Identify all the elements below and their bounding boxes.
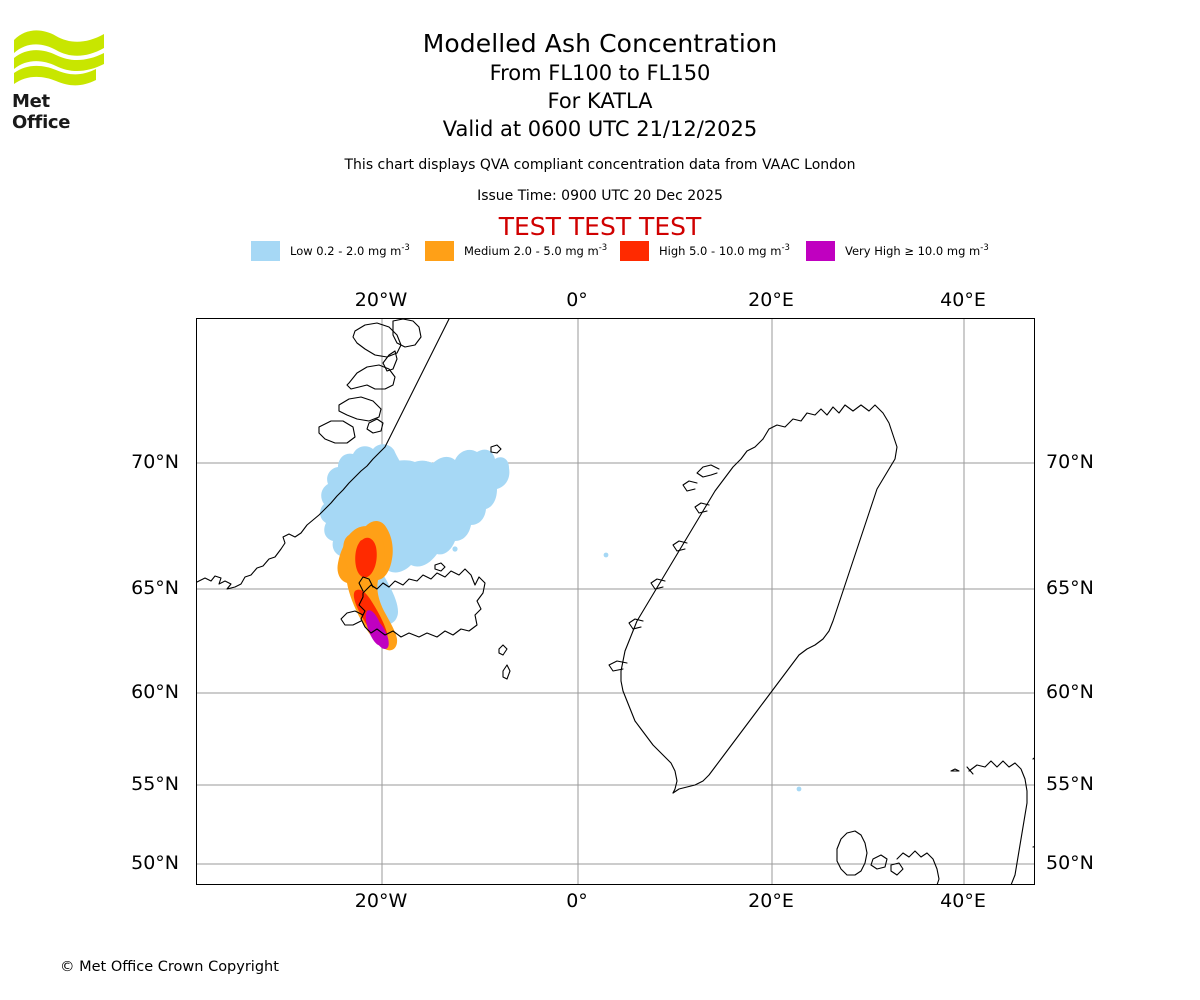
coast-greenland-fjord-1 — [346, 364, 396, 390]
coast-iceland-fjords — [358, 576, 374, 592]
longitude-tick-label: 0° — [566, 890, 588, 912]
legend-label-exponent: -3 — [980, 243, 989, 254]
ash-plume — [320, 444, 802, 792]
met-office-waves-icon — [14, 30, 104, 86]
legend-item: Very High ≥ 10.0 mg m-3 — [806, 240, 989, 262]
coast-island-jan-mayen — [490, 444, 502, 454]
chart-title-block: Modelled Ash Concentration From FL100 to… — [110, 28, 1090, 143]
coast-island-small — [434, 562, 446, 572]
legend-swatch — [806, 241, 835, 261]
legend-label: Medium 2.0 - 5.0 mg m-3 — [464, 243, 608, 258]
longitude-tick-label: 20°W — [354, 289, 408, 311]
coast-north-norway — [950, 768, 960, 772]
plume-low-tail — [371, 460, 436, 492]
legend-label: Very High ≥ 10.0 mg m-3 — [845, 243, 989, 258]
qva-source-note: This chart displays QVA compliant concen… — [344, 157, 856, 173]
legend-label: High 5.0 - 10.0 mg m-3 — [659, 243, 790, 258]
coast-lofoten-2 — [682, 480, 698, 492]
coast-finland — [968, 760, 1028, 884]
latitude-tick-label: 70°N — [1046, 451, 1094, 473]
plume-high-contour — [355, 537, 377, 578]
coast-norway-notch-4 — [628, 618, 644, 630]
legend-item: Medium 2.0 - 5.0 mg m-3 — [425, 240, 607, 262]
coast-denmark — [836, 830, 868, 876]
longitude-tick-label: 40°E — [940, 289, 986, 311]
legend-item: High 5.0 - 10.0 mg m-3 — [620, 240, 790, 262]
latitude-tick-label: 65°N — [1046, 577, 1094, 599]
legend-label-exponent: -3 — [598, 243, 608, 254]
longitude-tick-label: 20°E — [748, 289, 794, 311]
title-valid-time: Valid at 0600 UTC 21/12/2025 — [442, 117, 758, 141]
latitude-tick-label: 70°N — [131, 451, 179, 473]
latitude-tick-label: 65°N — [131, 577, 179, 599]
legend-swatch — [251, 241, 280, 261]
chart-notes-block: This chart displays QVA compliant concen… — [110, 155, 1090, 242]
coast-greenland — [197, 319, 450, 590]
legend-label-exponent: -3 — [401, 243, 410, 254]
met-office-logo: Met Office — [12, 26, 112, 133]
plume-veryhigh-core — [372, 621, 389, 649]
coast-norway-notch-3 — [650, 578, 666, 590]
title-flight-levels: From FL100 to FL150 — [489, 61, 711, 85]
plume-speck — [452, 546, 458, 552]
test-banner: TEST TEST TEST — [498, 212, 702, 241]
coast-norway-notch-1 — [694, 502, 710, 514]
coast-greenland-fjord-4 — [338, 396, 382, 422]
coast-norway-notch-2 — [672, 540, 688, 552]
longitude-tick-label: 40°E — [940, 890, 986, 912]
coast-denmark-island-2 — [890, 862, 904, 876]
legend-label: Low 0.2 - 2.0 mg m-3 — [290, 243, 410, 258]
longitude-tick-label: 0° — [566, 289, 588, 311]
coast-denmark-islands — [870, 854, 888, 870]
map-coastlines — [197, 319, 1034, 884]
map-gridlines — [197, 319, 1034, 884]
page-title: Modelled Ash Concentration — [422, 29, 778, 58]
coast-greenland-inlet-2 — [366, 418, 384, 434]
coast-kola-russia — [1032, 757, 1034, 848]
latitude-tick-label: 60°N — [131, 681, 179, 703]
latitude-tick-label: 55°N — [1046, 773, 1094, 795]
latitude-tick-label: 50°N — [1046, 852, 1094, 874]
plume-speck — [444, 512, 450, 518]
coast-baltic — [896, 850, 940, 884]
coast-norway-notch-5 — [608, 660, 628, 672]
coast-greenland-fjord-2 — [352, 322, 402, 358]
plume-speck — [603, 552, 609, 558]
concentration-legend: Low 0.2 - 2.0 mg m-3 Medium 2.0 - 5.0 mg … — [0, 240, 1200, 262]
legend-label-exponent: -3 — [781, 243, 790, 254]
latitude-tick-label: 60°N — [1046, 681, 1094, 703]
copyright-notice: © Met Office Crown Copyright — [60, 959, 279, 975]
plume-speck — [796, 786, 802, 792]
coast-shetland — [502, 664, 511, 680]
map-canvas — [197, 319, 1034, 884]
map-frame — [196, 318, 1035, 885]
latitude-tick-label: 55°N — [131, 773, 179, 795]
met-office-logo-text: Met Office — [12, 91, 71, 133]
longitude-tick-label: 20°W — [354, 890, 408, 912]
coast-iceland-peninsula — [340, 610, 364, 626]
coast-norway-sweden — [672, 404, 898, 794]
issue-time-note: Issue Time: 0900 UTC 20 Dec 2025 — [477, 188, 723, 204]
title-volcano: For KATLA — [547, 89, 653, 113]
longitude-tick-label: 20°E — [748, 890, 794, 912]
coast-greenland-inlet — [382, 350, 398, 372]
coast-lofoten — [696, 464, 720, 478]
legend-swatch — [620, 241, 649, 261]
latitude-tick-label: 50°N — [131, 852, 179, 874]
coast-faroe-islands — [498, 644, 508, 656]
plume-speck — [430, 528, 436, 534]
ash-concentration-map — [196, 318, 1035, 885]
coast-greenland-fjord-3 — [392, 319, 422, 348]
legend-swatch — [425, 241, 454, 261]
coast-iceland — [358, 568, 486, 638]
coast-norway-fjords — [620, 438, 764, 794]
legend-item: Low 0.2 - 2.0 mg m-3 — [251, 240, 410, 262]
coast-greenland-fjord-5 — [318, 420, 356, 444]
